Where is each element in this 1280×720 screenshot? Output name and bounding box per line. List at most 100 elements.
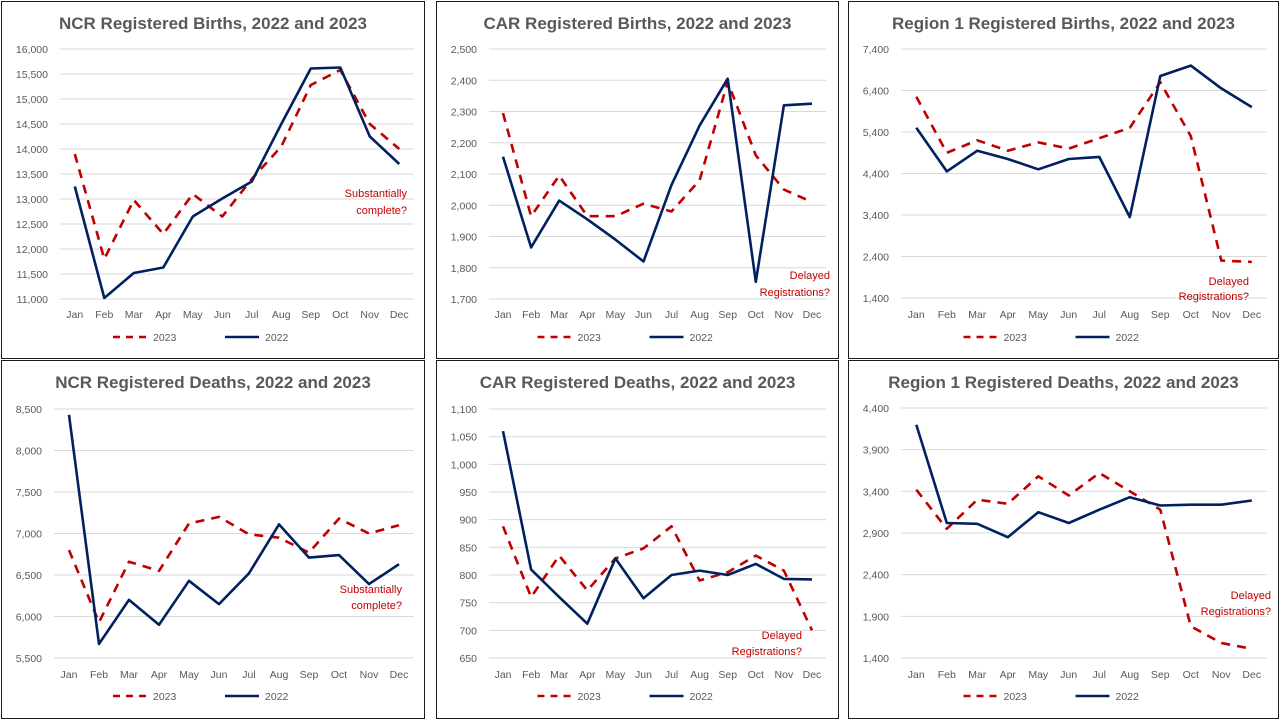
x-tick-label: May — [183, 309, 204, 321]
x-tick-label: Dec — [390, 309, 409, 321]
x-tick-label: Sep — [301, 309, 320, 321]
y-tick-label: 4,400 — [863, 169, 889, 181]
x-tick-label: Dec — [390, 669, 409, 681]
x-tick-label: Aug — [690, 669, 709, 681]
x-tick-label: Dec — [1242, 309, 1261, 321]
legend-label-2023: 2023 — [1004, 691, 1028, 703]
x-tick-label: Jun — [635, 309, 652, 321]
annotation-text: Delayed — [1231, 590, 1271, 602]
x-tick-label: Nov — [360, 669, 379, 681]
chart-title: NCR Registered Deaths, 2022 and 2023 — [55, 373, 371, 392]
y-tick-label: 950 — [459, 487, 477, 499]
x-tick-label: May — [605, 669, 626, 681]
x-tick-label: Apr — [151, 669, 168, 681]
y-tick-label: 6,400 — [863, 86, 889, 98]
annotation-text: Delayed — [1209, 276, 1249, 288]
annotation-text: Substantially — [345, 188, 408, 200]
series-line-2022 — [915, 424, 1252, 539]
x-tick-label: May — [1028, 309, 1049, 321]
x-tick-label: Jan — [908, 309, 925, 321]
y-tick-label: 2,500 — [451, 44, 477, 56]
y-tick-label: 1,400 — [863, 653, 889, 665]
x-tick-label: Jun — [1060, 309, 1077, 321]
y-tick-label: 16,000 — [16, 44, 48, 56]
series-line-2023 — [67, 515, 400, 624]
y-tick-label: 1,800 — [451, 263, 477, 275]
legend-label-2023: 2023 — [1004, 332, 1028, 344]
x-tick-label: Feb — [522, 309, 540, 321]
x-tick-label: Oct — [1183, 309, 1199, 321]
annotation-text: Registrations? — [1201, 606, 1271, 618]
x-tick-label: Jul — [1093, 309, 1106, 321]
x-tick-label: Jan — [61, 669, 78, 681]
x-tick-label: Nov — [775, 669, 794, 681]
legend-label-2023: 2023 — [578, 332, 602, 344]
x-tick-label: Aug — [1120, 309, 1139, 321]
x-tick-label: Oct — [332, 309, 348, 321]
y-tick-label: 15,500 — [16, 69, 48, 81]
y-tick-label: 2,300 — [451, 107, 477, 119]
chart-svg: Region 1 Registered Births, 2022 and 202… — [863, 14, 1267, 344]
y-tick-label: 1,900 — [451, 232, 477, 244]
y-tick-label: 650 — [459, 653, 477, 665]
y-tick-label: 2,400 — [863, 252, 889, 264]
y-tick-label: 2,900 — [863, 528, 889, 540]
x-tick-label: Apr — [579, 309, 596, 321]
y-tick-label: 850 — [459, 542, 477, 554]
x-tick-label: Dec — [803, 669, 822, 681]
annotation-text: complete? — [351, 600, 402, 612]
x-tick-label: Apr — [579, 669, 596, 681]
x-tick-label: Feb — [938, 669, 956, 681]
x-tick-label: Sep — [300, 669, 319, 681]
legend-label-2022: 2022 — [690, 332, 714, 344]
legend-label-2022: 2022 — [1116, 332, 1140, 344]
x-tick-label: Sep — [1151, 309, 1170, 321]
x-tick-label: Apr — [1000, 669, 1017, 681]
annotation-text: Registrations? — [760, 287, 830, 299]
chart-svg: NCR Registered Births, 2022 and 2023 11,0… — [16, 14, 414, 344]
y-tick-label: 2,400 — [863, 570, 889, 582]
chart-title: CAR Registered Deaths, 2022 and 2023 — [480, 373, 796, 392]
series-line-2023 — [915, 80, 1252, 264]
annotation-text: complete? — [356, 205, 407, 217]
chart-svg: CAR Registered Births, 2022 and 2023 1,70… — [451, 14, 830, 344]
y-tick-label: 6,500 — [16, 570, 42, 582]
x-tick-label: Dec — [803, 309, 822, 321]
legend-label-2023: 2023 — [153, 332, 177, 344]
chart-title: Region 1 Registered Deaths, 2022 and 202… — [888, 373, 1239, 392]
legend-label-2022: 2022 — [265, 332, 289, 344]
x-tick-label: Jul — [242, 669, 255, 681]
x-tick-label: Apr — [155, 309, 172, 321]
legend-label-2022: 2022 — [690, 691, 714, 703]
y-tick-label: 750 — [459, 598, 477, 610]
y-tick-label: 6,000 — [16, 612, 42, 624]
series-line-2022 — [73, 66, 401, 300]
x-tick-label: Sep — [1151, 669, 1170, 681]
y-tick-label: 7,400 — [863, 44, 889, 56]
x-tick-label: Mar — [120, 669, 139, 681]
x-tick-label: Feb — [522, 669, 540, 681]
x-tick-label: Jan — [908, 669, 925, 681]
series-line-2023 — [73, 68, 401, 261]
x-tick-label: Jun — [214, 309, 231, 321]
x-tick-label: Jan — [495, 309, 512, 321]
series-line-2023 — [915, 471, 1253, 651]
x-tick-label: Sep — [718, 309, 737, 321]
chart-panel-car-births: CAR Registered Births, 2022 and 2023 1,70… — [436, 1, 839, 359]
series-line-2022 — [915, 64, 1253, 219]
x-tick-label: Dec — [1242, 669, 1261, 681]
y-tick-label: 2,000 — [451, 200, 477, 212]
chart-title: NCR Registered Births, 2022 and 2023 — [59, 14, 367, 33]
chart-title: Region 1 Registered Births, 2022 and 202… — [892, 14, 1235, 33]
x-tick-label: Aug — [270, 669, 289, 681]
x-tick-label: Feb — [938, 309, 956, 321]
x-tick-label: May — [179, 669, 200, 681]
y-tick-label: 8,000 — [16, 446, 42, 458]
x-tick-label: Aug — [272, 309, 291, 321]
x-tick-label: Jul — [245, 309, 258, 321]
x-tick-label: Oct — [748, 669, 764, 681]
x-tick-label: Nov — [775, 309, 794, 321]
y-tick-label: 15,000 — [16, 94, 48, 106]
series-line-2022 — [501, 77, 813, 284]
y-tick-label: 11,000 — [17, 294, 48, 306]
